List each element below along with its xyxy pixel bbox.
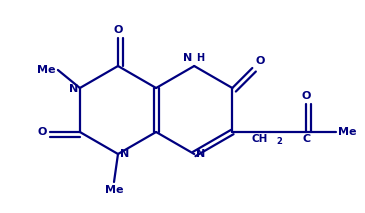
Text: H: H — [196, 53, 204, 63]
Text: N: N — [196, 149, 205, 159]
Text: N: N — [120, 149, 129, 159]
Text: O: O — [301, 91, 311, 101]
Text: O: O — [38, 127, 47, 137]
Text: O: O — [113, 25, 123, 35]
Text: Me: Me — [338, 127, 357, 137]
Text: Me: Me — [105, 185, 123, 195]
Text: N: N — [69, 84, 78, 94]
Text: O: O — [255, 56, 265, 66]
Text: Me: Me — [37, 65, 56, 75]
Text: 2: 2 — [276, 137, 282, 146]
Text: C: C — [302, 134, 310, 144]
Text: CH: CH — [252, 134, 268, 144]
Text: N: N — [183, 53, 192, 63]
